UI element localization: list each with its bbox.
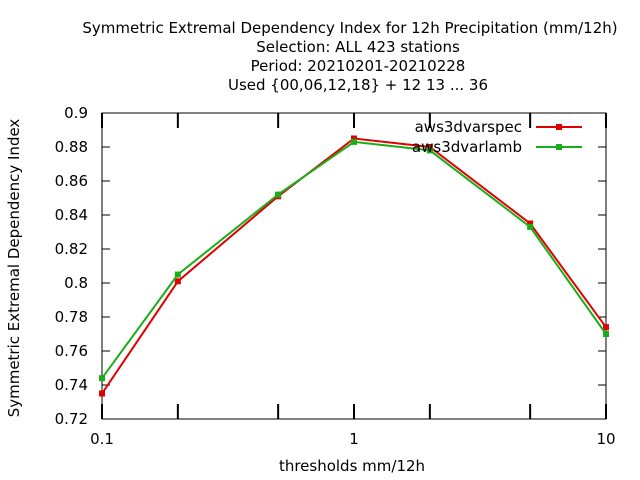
x-axis-label: thresholds mm/12h	[279, 457, 425, 475]
y-tick-label: 0.8	[64, 274, 88, 292]
y-axis: 0.72 0.74 0.76 0.78 0.8 0.82 0.84 0.86 0.88 0.9	[55, 104, 606, 428]
title-line-3: Period: 20210201-20210228	[251, 57, 466, 75]
data-point	[351, 138, 357, 145]
series-group	[99, 135, 609, 397]
y-tick-label: 0.76	[55, 342, 88, 360]
series-line	[101, 140, 607, 379]
series-line	[101, 137, 607, 395]
x-tick-label: 1	[349, 430, 359, 448]
legend-label: aws3dvarspec	[415, 118, 522, 136]
y-tick-label: 0.84	[55, 206, 88, 224]
series-aws3dvarspec	[99, 135, 609, 397]
y-tick-label: 0.82	[55, 240, 88, 258]
data-point	[99, 375, 105, 382]
x-tick-label: 0.1	[90, 430, 114, 448]
title-line-1: Symmetric Extremal Dependency Index for …	[82, 19, 617, 37]
legend-label: aws3dvarlamb	[412, 138, 522, 156]
data-point	[174, 271, 181, 278]
chart-title: Symmetric Extremal Dependency Index for …	[82, 19, 617, 94]
y-tick-label: 0.72	[55, 410, 88, 428]
data-point	[527, 220, 534, 227]
x-tick-label: 10	[596, 430, 615, 448]
data-point	[351, 135, 357, 142]
y-tick-label: 0.9	[64, 104, 88, 122]
data-point	[99, 390, 105, 397]
data-point	[426, 144, 433, 150]
legend: aws3dvarspec aws3dvarlamb	[412, 118, 582, 156]
data-point	[527, 223, 534, 230]
y-tick-label: 0.74	[55, 376, 88, 394]
y-tick-label: 0.88	[55, 138, 88, 156]
data-point	[426, 147, 433, 154]
y-tick-label: 0.86	[55, 172, 88, 190]
legend-swatch-marker	[556, 124, 562, 130]
data-point	[275, 191, 282, 198]
data-point	[603, 331, 609, 337]
y-axis-label: Symmetric Extremal Dependency Index	[5, 119, 23, 418]
series-aws3dvarlamb	[99, 138, 609, 382]
x-axis: 0.1 1 10	[90, 113, 616, 448]
title-line-4: Used {00,06,12,18} + 12 13 ... 36	[228, 76, 488, 94]
data-point	[603, 324, 609, 331]
y-tick-label: 0.78	[55, 308, 88, 326]
plot-frame	[101, 112, 607, 420]
legend-swatch-marker	[556, 144, 562, 150]
data-point	[174, 278, 181, 285]
title-line-2: Selection: ALL 423 stations	[256, 38, 460, 56]
